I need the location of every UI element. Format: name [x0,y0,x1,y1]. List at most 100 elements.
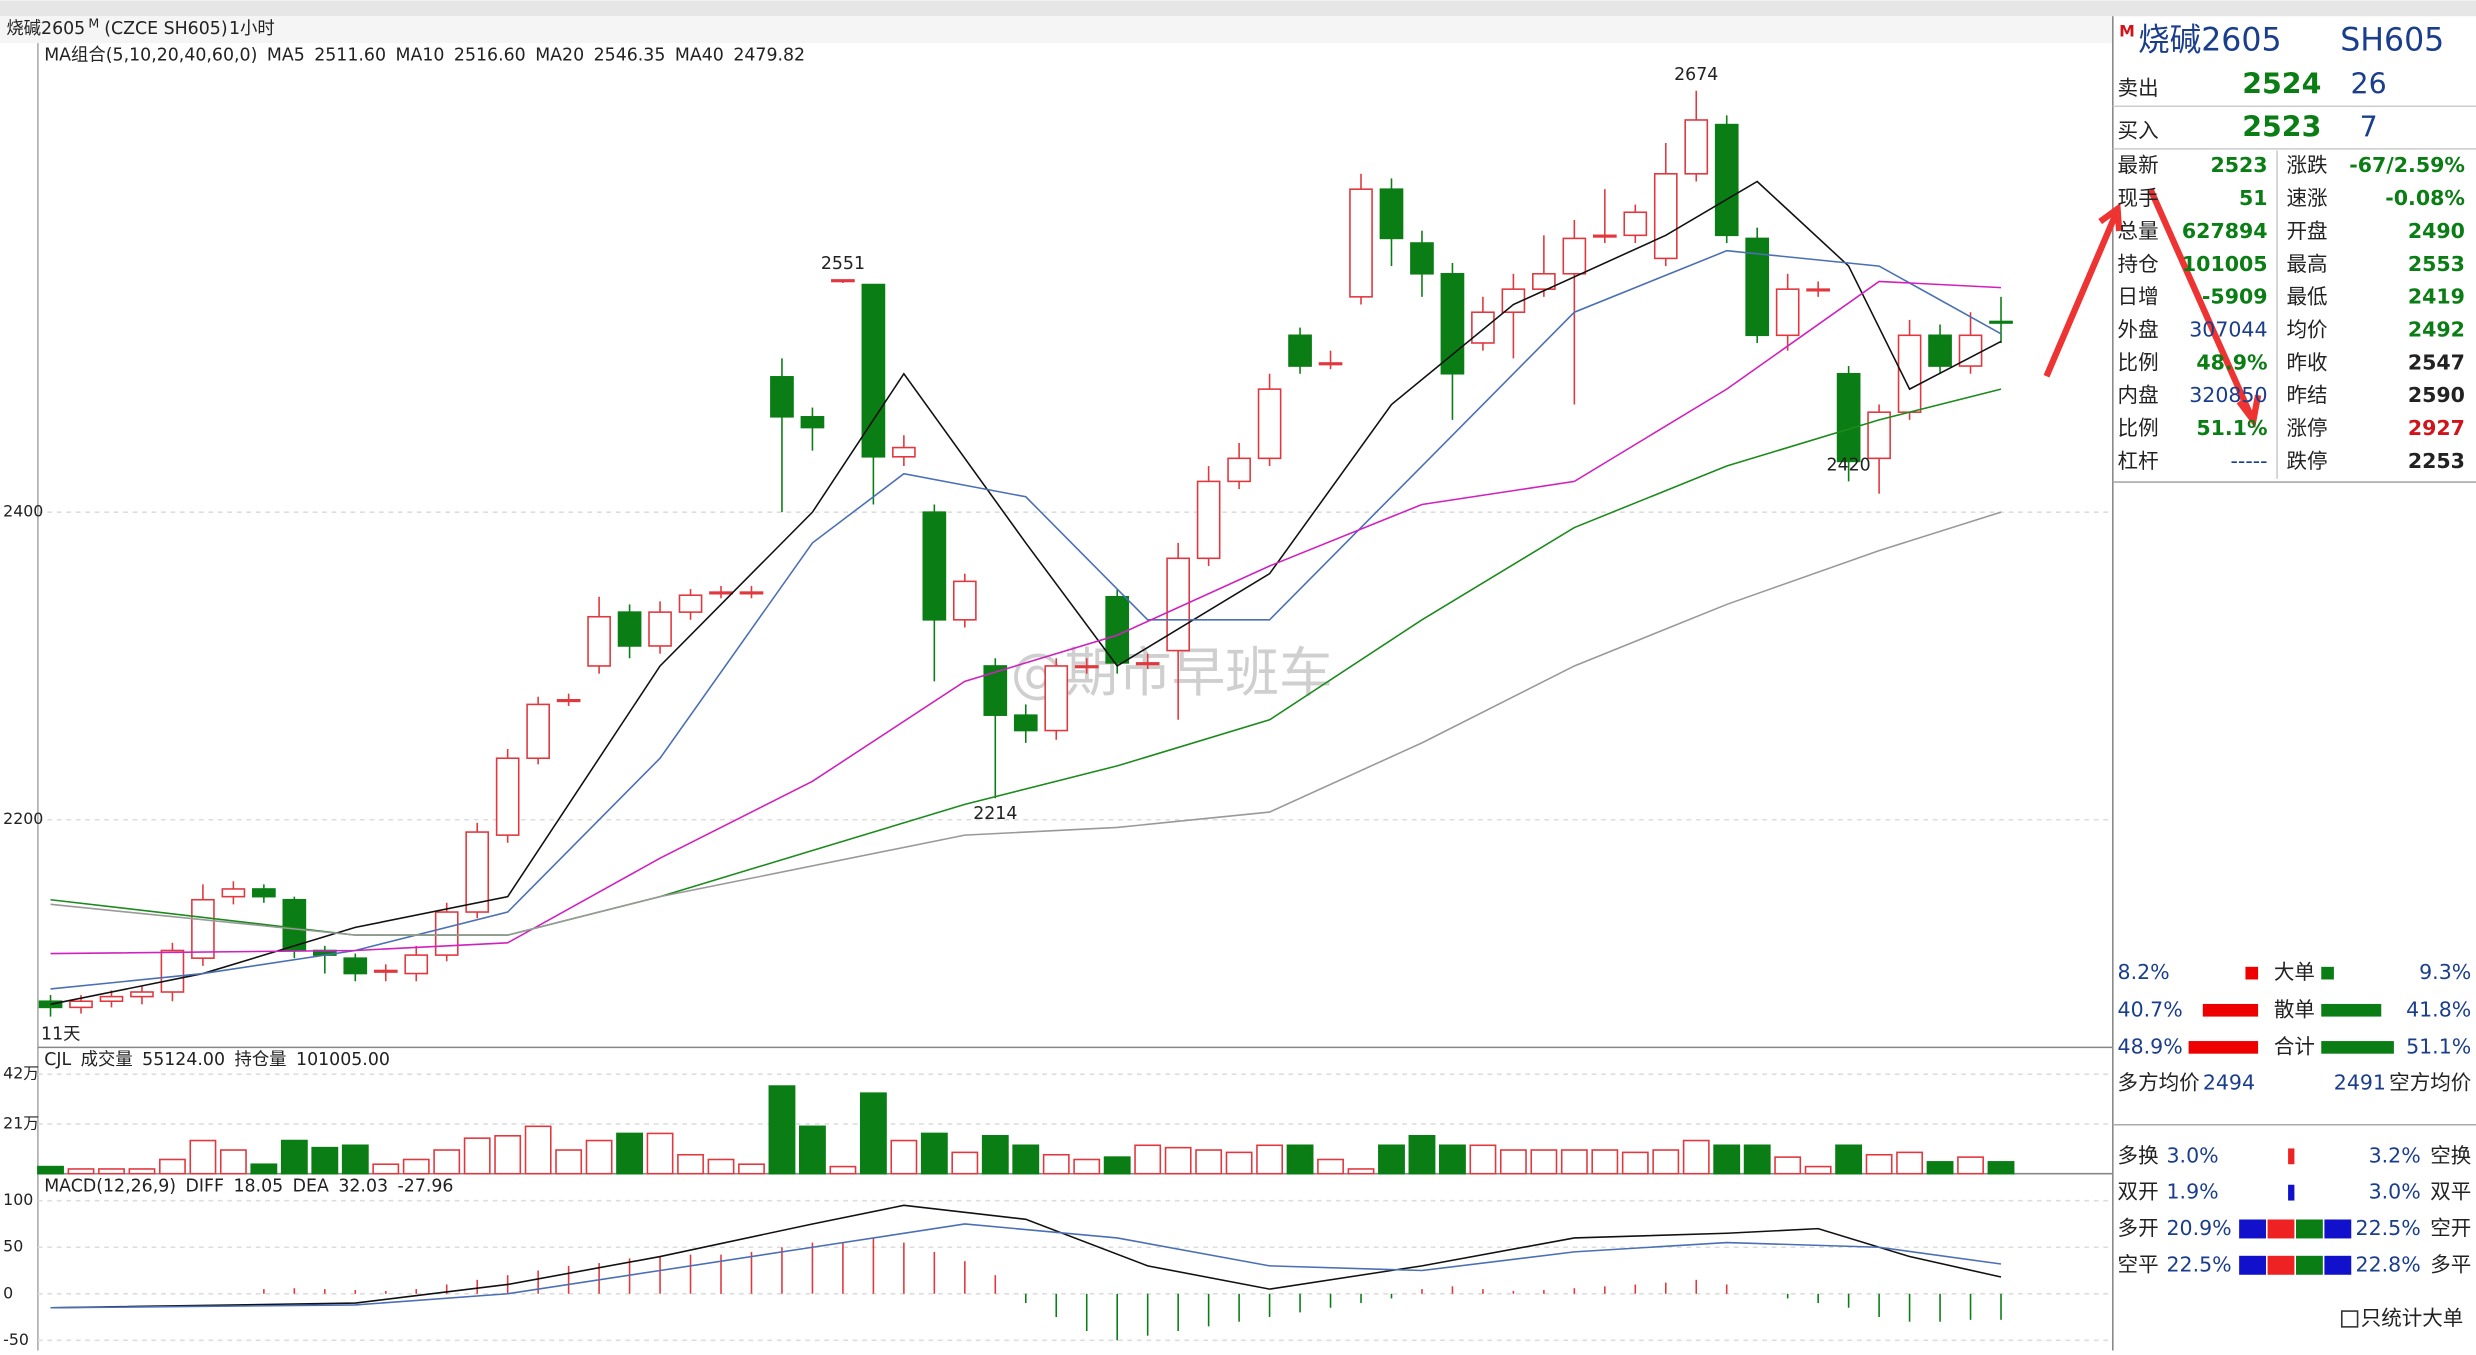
volume-bar [1896,1151,1924,1175]
candle-body [770,376,794,418]
volume-bar [402,1158,430,1175]
volume-bar [1317,1158,1344,1175]
candle-body [1745,237,1770,337]
annotation: 2551 [821,254,865,274]
volume-bar [1439,1144,1466,1175]
legend: MA10 [395,46,444,66]
legend: 持仓量 [234,1050,286,1070]
candle-body [1989,320,2013,324]
checkbox[interactable] [2340,1310,2359,1328]
ma-line [50,1223,2002,1309]
candle-body [1928,334,1952,367]
quote-text: 空开 [2430,1216,2471,1240]
ma-line [50,249,2002,990]
legend: MA组合(5,10,20,40,60,0) [44,46,257,66]
candle-body [221,888,246,898]
volume-bar [1743,1144,1771,1175]
quote-text: 内盘 [2118,383,2159,407]
arrow [2043,188,2262,429]
volume-bar [98,1168,125,1175]
candle-body [99,995,124,1003]
volume-bar [951,1151,979,1175]
volume-bar [250,1163,278,1175]
volume-bar [189,1139,217,1175]
volume-bar [1042,1153,1070,1175]
legend: 55124.00 [142,1050,225,1070]
legend: 2511.60 [314,46,386,66]
volume-bar [1530,1149,1558,1175]
quote-text: 卖出 [2118,76,2159,100]
quote-text: 空换 [2430,1143,2471,1167]
flow-bar [2267,1219,2295,1239]
quote-text: 2492 [2408,317,2465,341]
order-bar [2188,1041,2259,1054]
period[interactable]: 1小时 [229,19,275,39]
quote-text: 总量 [2118,219,2159,243]
volume-bar [1774,1156,1802,1175]
quote-text: 2490 [2408,219,2465,243]
candle-body [1196,480,1221,560]
quote-text: 2553 [2408,252,2465,276]
quote-text: 开盘 [2287,219,2328,243]
volume-bar [37,1165,64,1175]
quote-text: -67/2.59% [2349,153,2465,177]
volume-bar [859,1092,887,1175]
legend: MA40 [675,46,724,66]
candle-body [1592,234,1617,238]
order-bar [2321,966,2334,980]
legend: -27.96 [398,1176,454,1196]
quote-text: 速涨 [2287,186,2328,210]
quote-text: 多平 [2430,1252,2471,1276]
legend: 32.03 [338,1176,388,1196]
volume-bar [1621,1151,1649,1175]
quote-text: 22.5% [2356,1216,2421,1240]
quote-text: 48.9% [2196,350,2267,374]
candle-body [1440,272,1465,375]
volume-bar [829,1165,857,1175]
candle-body [1105,595,1130,664]
flow-bar [2239,1255,2266,1275]
volume-bar [616,1132,644,1175]
volume-bar [1560,1149,1588,1175]
quote-text: 26 [2351,68,2387,101]
candle-body [1867,411,1891,460]
quote-text: 2590 [2408,383,2465,407]
title-bar [0,16,2113,44]
quote-text: 3.0% [2167,1143,2219,1167]
volume-bar [1835,1144,1863,1175]
volume-bar [67,1168,95,1175]
quote-text: 外盘 [2118,317,2159,341]
volume-bar [1499,1149,1527,1175]
volume-bar [463,1137,491,1175]
candle-body [983,665,1008,716]
annotation: 2214 [973,804,1017,824]
flow-bar [2295,1255,2323,1275]
order-bar [2321,1003,2382,1017]
candle-body [495,757,520,836]
volume-bar [799,1125,826,1175]
flow-bar [2324,1255,2352,1275]
flag: M [88,16,99,31]
candle-body [1714,123,1739,237]
candle-body [800,416,825,429]
quote-text: 627894 [2182,219,2268,243]
quote-text: 多方均价 [2118,1071,2200,1095]
quote-text: 昨结 [2287,383,2328,407]
volume-bar [311,1146,339,1175]
y-tick-label: 21万 [3,1113,39,1132]
toolbar [0,0,2476,17]
candle-body [373,969,398,973]
flow-bar [2288,1148,2295,1165]
quote-text: 20.9% [2167,1216,2232,1240]
volume-bar [707,1158,735,1175]
candle-body [1257,388,1282,460]
y-tick-label: 50 [3,1237,23,1256]
quote-text: 8.2% [2118,960,2170,984]
y-tick-label: 42万 [3,1064,39,1083]
legend: CJL [44,1050,71,1070]
legend: 2479.82 [733,46,805,66]
volume-bar [1256,1144,1284,1175]
candle-body [160,949,185,993]
volume-bar [555,1149,583,1175]
quote-text: 51.1% [2196,416,2267,440]
